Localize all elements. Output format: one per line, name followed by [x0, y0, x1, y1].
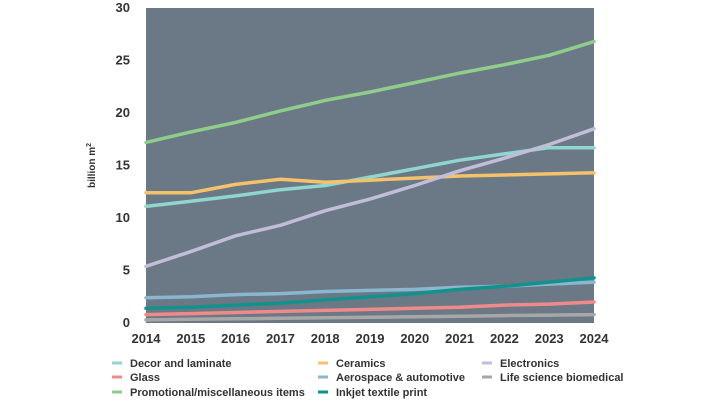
legend-item: Life science biomedical — [482, 372, 624, 384]
legend-label: Ceramics — [336, 358, 386, 370]
x-tick-label: 2024 — [580, 331, 610, 346]
y-tick-label: 30 — [116, 0, 130, 15]
x-tick-label: 2017 — [266, 331, 295, 346]
plot-background — [146, 8, 594, 323]
y-tick-label: 10 — [116, 210, 130, 225]
y-tick-label: 20 — [116, 105, 130, 120]
legend: Decor and laminate Glass Promotional/misce… — [112, 358, 624, 399]
legend-item: Inkjet textile print — [318, 387, 427, 399]
x-tick-label: 2019 — [356, 331, 385, 346]
legend-item: Decor and laminate — [112, 358, 231, 370]
legend-label: Decor and laminate — [130, 358, 231, 370]
series-line-3 — [144, 171, 596, 195]
legend-label: Glass — [130, 372, 160, 384]
y-tick-label: 0 — [123, 315, 130, 330]
y-tick-label: 15 — [116, 158, 130, 173]
y-axis-ticks: 0 5 10 15 20 25 30 — [116, 0, 130, 330]
x-tick-label: 2014 — [132, 331, 162, 346]
x-axis-ticks: 2014 2015 2016 2017 2018 2019 2020 2021 2022 2023… — [132, 331, 610, 346]
legend-item: Ceramics — [318, 358, 386, 370]
legend-item: Glass — [112, 372, 160, 384]
x-tick-label: 2018 — [311, 331, 340, 346]
y-tick-label: 25 — [116, 53, 130, 68]
legend-label: Electronics — [500, 358, 559, 370]
series-lines — [144, 39, 596, 322]
y-axis-label-superscript: 2 — [86, 143, 93, 147]
y-axis-label: billion m2 — [86, 143, 98, 188]
x-tick-label: 2020 — [400, 331, 429, 346]
legend-label: Inkjet textile print — [336, 387, 427, 399]
series-line-6 — [144, 127, 596, 269]
x-tick-label: 2023 — [535, 331, 564, 346]
legend-item: Promotional/miscellaneous items — [112, 387, 305, 399]
series-line-5 — [144, 276, 596, 311]
legend-label: Promotional/miscellaneous items — [130, 387, 305, 399]
legend-label: Life science biomedical — [500, 372, 624, 384]
series-line-7 — [144, 312, 596, 322]
x-tick-label: 2022 — [490, 331, 519, 346]
y-tick-label: 5 — [123, 263, 130, 278]
y-axis-label-text: billion m — [87, 147, 98, 188]
series-line-2 — [144, 39, 596, 145]
series-line-1 — [144, 300, 596, 317]
legend-item: Electronics — [482, 358, 559, 370]
x-tick-label: 2021 — [445, 331, 474, 346]
legend-label: Aerospace & automotive — [336, 372, 465, 384]
x-tick-label: 2015 — [176, 331, 205, 346]
legend-item: Aerospace & automotive — [318, 372, 465, 384]
x-tick-label: 2016 — [221, 331, 250, 346]
